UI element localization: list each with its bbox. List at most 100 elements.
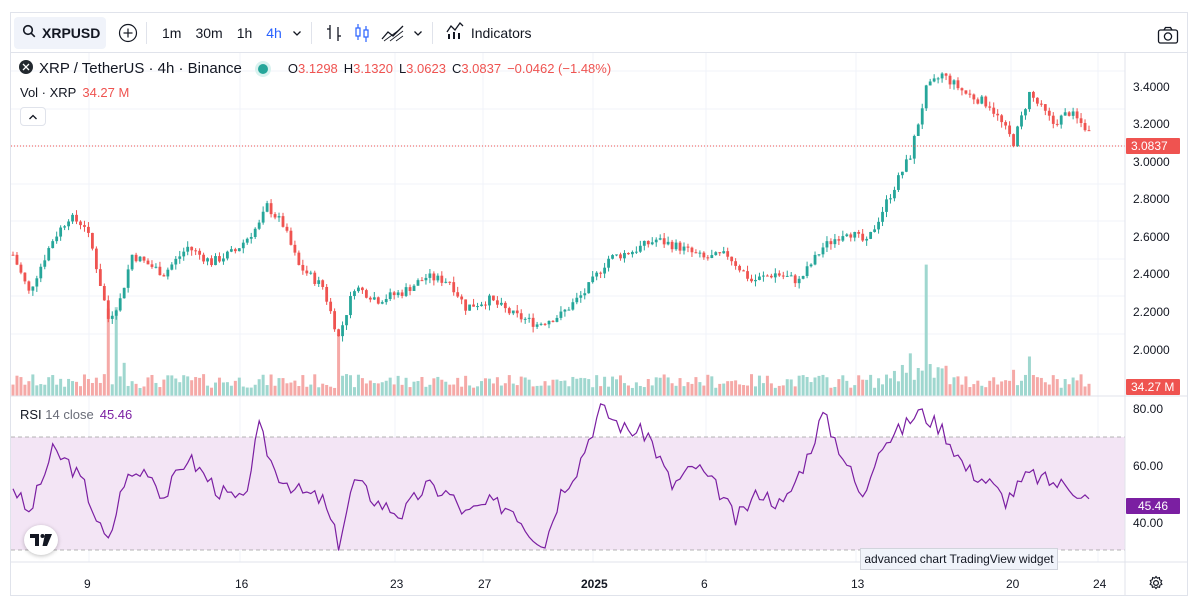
chevron-down-icon[interactable] — [412, 19, 424, 47]
volume-bar — [980, 385, 984, 396]
price-axis[interactable]: 3.4000 3.2000 3.0000 2.8000 2.6000 2.400… — [1133, 80, 1170, 357]
candle-body — [210, 258, 213, 266]
timeframe-1m[interactable]: 1m — [162, 24, 182, 41]
legend-title[interactable]: XRP / TetherUS · 4h · Binance — [39, 60, 242, 77]
volume-bar — [261, 374, 265, 396]
volume-bar — [392, 384, 396, 396]
rsi-axis[interactable]: 80.00 60.00 40.00 — [1133, 402, 1163, 530]
candle-body — [948, 75, 952, 85]
timeframe-4h[interactable]: 4h — [266, 24, 282, 41]
candle-body — [146, 260, 150, 265]
volume-bar — [710, 376, 714, 396]
chevron-down-icon[interactable] — [291, 19, 303, 47]
volume-bar — [130, 381, 134, 396]
candle-body — [182, 251, 186, 257]
volume-bar — [964, 376, 968, 396]
volume-bar — [440, 379, 444, 396]
candle-body — [773, 273, 777, 278]
volume-bar — [706, 374, 710, 396]
candle-body — [718, 252, 722, 254]
rsi-line — [12, 403, 1090, 551]
candle-body — [43, 260, 47, 267]
candle-body — [547, 320, 551, 325]
volume-bar — [567, 386, 571, 396]
volume-bar — [483, 378, 487, 396]
candles-icon[interactable] — [353, 19, 371, 47]
collapse-legend-button[interactable] — [20, 107, 46, 126]
volume-bar — [678, 378, 682, 396]
candlesticks — [11, 72, 1091, 342]
volume-bar — [829, 387, 833, 396]
indicators-button[interactable]: Indicators — [445, 21, 532, 44]
volume-bar — [233, 380, 237, 396]
candle-body — [138, 256, 142, 262]
volume-bar — [321, 383, 325, 396]
volume-legend[interactable]: Vol · XRP 34.27 M — [20, 85, 129, 100]
volume-bar — [452, 384, 456, 396]
timeframe-1h[interactable]: 1h — [236, 24, 253, 41]
volume-bar — [702, 385, 706, 396]
tradingview-logo-icon[interactable] — [24, 525, 58, 555]
market-status-dot[interactable] — [257, 63, 268, 74]
volume-bar — [1020, 380, 1024, 396]
candle-body — [480, 304, 483, 307]
volume-bar — [1035, 377, 1039, 396]
price-tick: 3.2000 — [1133, 117, 1170, 131]
volume-bar — [118, 376, 122, 396]
volume-bar — [583, 378, 587, 396]
candle-body — [1071, 111, 1075, 116]
chart-canvas[interactable]: 3.4000 3.2000 3.0000 2.8000 2.6000 2.400… — [11, 13, 1187, 595]
candle-body — [746, 271, 749, 279]
candle-body — [31, 286, 35, 291]
volume-bar — [539, 385, 543, 396]
camera-icon[interactable] — [1157, 21, 1179, 49]
timeframe-30m[interactable]: 30m — [195, 24, 223, 41]
volume-bar — [960, 384, 964, 396]
volume-bar — [873, 387, 877, 396]
bar-chart-icon[interactable] — [325, 19, 343, 47]
volume-bar — [495, 377, 499, 396]
settings-gear-icon[interactable] — [1148, 575, 1164, 596]
volume-bar — [341, 375, 345, 396]
area-chart-icon[interactable] — [381, 19, 405, 47]
candle-body — [452, 282, 456, 293]
candle-body — [769, 275, 773, 278]
candle-body — [368, 297, 372, 300]
volume-bar — [257, 379, 261, 396]
volume-bar — [1004, 380, 1008, 396]
symbol-search-button[interactable]: XRPUSD — [14, 16, 106, 49]
volume-bar — [400, 384, 404, 396]
volume-bar — [329, 386, 333, 396]
candle-body — [75, 214, 78, 222]
candle-body — [237, 248, 241, 252]
volume-bar — [658, 377, 662, 396]
time-axis[interactable]: 9 16 23 27 2025 6 13 20 24 — [84, 577, 1107, 591]
time-tick: 9 — [84, 577, 91, 591]
candle-body — [821, 247, 825, 255]
rsi-legend[interactable]: RSI 14 close 45.46 — [20, 407, 132, 422]
candle-body — [670, 241, 674, 250]
volume-bar — [742, 385, 746, 396]
volume-bar — [1008, 380, 1012, 396]
volume-bar — [43, 384, 47, 396]
volume-bar — [972, 384, 976, 396]
volume-bar — [39, 384, 43, 396]
candle-body — [15, 254, 19, 265]
candle-body — [428, 273, 432, 278]
volume-bar — [968, 387, 972, 396]
volume-bar — [345, 374, 349, 396]
volume-bar — [920, 370, 924, 396]
candle-body — [349, 296, 352, 316]
add-symbol-icon[interactable] — [118, 19, 138, 47]
volume-bar — [841, 375, 845, 396]
volume-bar — [198, 377, 202, 396]
candle-body — [968, 93, 972, 95]
candle-body — [444, 281, 448, 283]
volume-bar — [900, 364, 904, 396]
candle-body — [392, 292, 396, 296]
volume-bar — [432, 378, 436, 396]
volume-bar — [797, 375, 801, 396]
candle-body — [293, 244, 297, 253]
candle-body — [384, 299, 388, 303]
volume-bar — [821, 374, 825, 396]
